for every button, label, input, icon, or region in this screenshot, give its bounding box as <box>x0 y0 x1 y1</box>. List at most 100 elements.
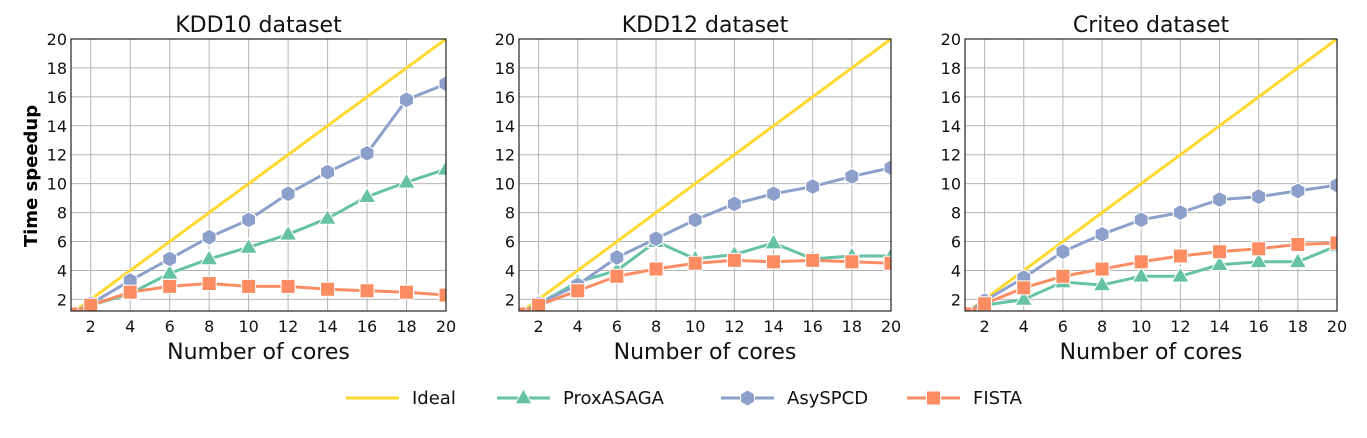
y-tick-label: 10 <box>941 175 961 194</box>
x-tick-label: 16 <box>803 317 823 336</box>
x-axis-label: Number of cores <box>614 340 797 365</box>
data-point-fista <box>1212 244 1228 260</box>
x-tick-label: 4 <box>1019 317 1029 336</box>
x-tick-label: 4 <box>573 317 583 336</box>
y-tick-label: 18 <box>495 59 515 78</box>
data-point-asyspcd <box>1055 243 1071 261</box>
data-point-asyspcd <box>883 159 891 177</box>
x-axis-label: Number of cores <box>1060 340 1243 365</box>
data-point-fista <box>399 284 415 300</box>
data-point-fista <box>844 254 860 270</box>
x-tick-label: 8 <box>1097 317 1107 336</box>
chart-panels: 2 4 6 8 10 12 14 16 18 20 2 4 6 8 10 12 14 16 18 20 KDD10 da… <box>47 13 1348 365</box>
y-tick-label: 6 <box>57 233 67 252</box>
data-point-proxasaga <box>1210 254 1229 272</box>
data-point-fista <box>122 284 138 300</box>
x-tick-label: 14 <box>1209 317 1229 336</box>
legend-label: AsySPCD <box>787 388 868 409</box>
data-point-asyspcd <box>359 144 375 162</box>
y-tick-label: 8 <box>505 204 515 223</box>
axes-frame <box>70 38 447 312</box>
data-point-fista <box>1016 280 1032 296</box>
x-tick-label: 2 <box>86 317 96 336</box>
data-point-asyspcd <box>1290 182 1306 200</box>
x-tick-label: 14 <box>317 317 337 336</box>
data-point-asyspcd <box>399 91 414 109</box>
data-point-proxasaga <box>1014 289 1034 306</box>
data-point-asyspcd <box>687 211 703 229</box>
x-tick-label: 14 <box>763 317 783 336</box>
axes-frame <box>964 38 1338 312</box>
series-fista <box>71 276 446 311</box>
x-tick-label: 20 <box>881 317 901 336</box>
data-point-asyspcd <box>766 185 781 203</box>
y-tick-label: 14 <box>47 117 67 136</box>
data-point-proxasaga <box>1288 251 1308 269</box>
series-fista <box>519 252 891 311</box>
data-point-proxasaga <box>397 172 416 189</box>
series-line-ideal <box>520 39 891 311</box>
x-axis-label: Number of cores <box>167 340 350 365</box>
y-tick-label: 20 <box>941 30 961 49</box>
data-point-asyspcd <box>1133 211 1149 229</box>
x-tick-label: 16 <box>1249 317 1269 336</box>
y-tick-label: 4 <box>505 261 515 280</box>
series-ideal <box>966 39 1337 311</box>
data-point-asyspcd <box>609 248 625 267</box>
legend: Ideal ProxASAGA AsySPCD FISTA <box>346 387 1023 409</box>
legend-item-asyspcd: AsySPCD <box>721 388 868 409</box>
data-point-fista <box>241 278 257 294</box>
y-tick-label: 20 <box>495 30 515 49</box>
data-point-asyspcd <box>320 163 336 181</box>
x-tick-label: 20 <box>436 317 456 336</box>
data-point-asyspcd <box>241 211 257 229</box>
y-tick-label: 14 <box>495 117 515 136</box>
data-point-proxasaga <box>278 224 298 241</box>
series-line-ideal <box>72 39 446 311</box>
x-tick-label: 10 <box>238 317 258 336</box>
x-tick-label: 8 <box>204 317 214 336</box>
x-tick-label: 8 <box>651 317 661 336</box>
data-point-fista <box>965 306 973 311</box>
x-tick-label: 12 <box>724 317 744 336</box>
data-point-proxasaga <box>1170 266 1190 283</box>
axes-frame <box>518 38 892 312</box>
y-tick-label: 4 <box>57 261 67 280</box>
data-point-fista <box>162 278 178 294</box>
y-tick-label: 16 <box>47 88 67 107</box>
data-point-asyspcd <box>1251 188 1267 206</box>
y-tick-label: 6 <box>951 233 961 252</box>
legend-item-fista: FISTA <box>907 388 1023 409</box>
data-point-asyspcd <box>438 75 446 93</box>
x-tick-label: 18 <box>842 317 862 336</box>
x-tick-label: 12 <box>278 317 298 336</box>
data-point-fista <box>438 287 446 303</box>
data-point-fista <box>883 255 891 271</box>
data-point-asyspcd <box>805 177 821 196</box>
x-tick-label: 12 <box>1170 317 1190 336</box>
data-point-fista <box>687 255 703 271</box>
data-point-fista <box>201 276 217 292</box>
legend-label: Ideal <box>412 388 456 409</box>
data-point-fista <box>977 296 993 311</box>
data-point-fista <box>726 252 742 268</box>
panel-kdd10-dataset: 2 4 6 8 10 12 14 16 18 20 2 4 6 8 10 12 14 16 18 20 KDD10 da… <box>47 13 457 365</box>
data-point-fista <box>766 254 782 270</box>
data-point-proxasaga <box>436 159 446 176</box>
data-point-proxasaga <box>199 248 219 266</box>
y-tick-label: 10 <box>495 175 515 194</box>
y-tick-label: 2 <box>57 290 67 309</box>
y-tick-label: 2 <box>505 290 515 309</box>
panel-kdd12-dataset: 2 4 6 8 10 12 14 16 18 20 2 4 6 8 10 12 14 16 18 20 KDD12 da… <box>495 13 902 365</box>
x-tick-label: 2 <box>979 317 989 336</box>
y-tick-label: 20 <box>47 30 67 49</box>
legend-label: FISTA <box>973 388 1023 409</box>
panel-criteo-dataset: 2 4 6 8 10 12 14 16 18 20 2 4 6 8 10 12 14 16 18 20 Criteo d… <box>941 13 1348 365</box>
data-point-asyspcd <box>1212 191 1227 209</box>
series-ideal <box>72 39 446 311</box>
data-point-fista <box>71 306 79 311</box>
x-tick-label: 18 <box>396 317 416 336</box>
data-point-fista <box>519 306 527 311</box>
data-point-proxasaga <box>318 208 337 225</box>
